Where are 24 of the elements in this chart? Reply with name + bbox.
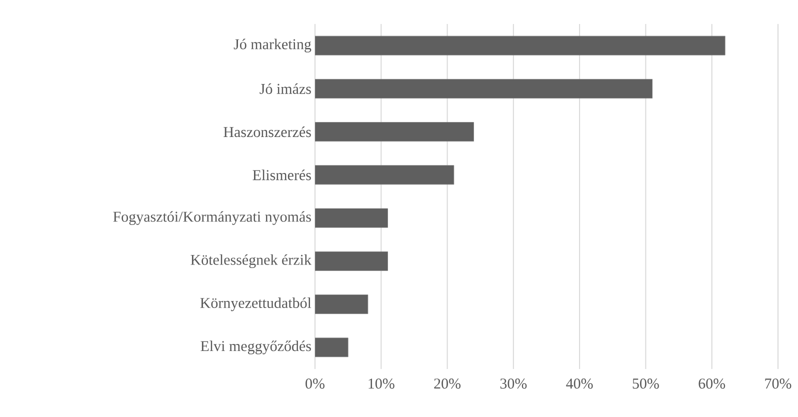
y-tick-label: Elismerés	[252, 170, 311, 180]
y-tick-label: Környezettudatból	[200, 297, 312, 312]
y-tick-label: Jó marketing	[234, 38, 312, 52]
x-tick-label: 60%	[698, 378, 726, 389]
y-tick-label: Elvi meggyőződés	[200, 340, 311, 354]
bar	[315, 36, 726, 56]
y-tick-label: Fogyasztói/Kormányzati nyomás	[113, 211, 311, 225]
bar	[315, 165, 454, 185]
bar	[315, 251, 388, 271]
x-tick-label: 10%	[368, 378, 394, 389]
y-tick-label: Haszonszerzés	[224, 126, 311, 138]
x-tick-label: 20%	[434, 378, 461, 389]
x-tick-label: 50%	[632, 378, 659, 389]
x-tick-label: 30%	[500, 378, 527, 389]
bar	[315, 78, 653, 98]
x-tick-label: 40%	[566, 378, 593, 389]
bar	[315, 208, 388, 228]
x-tick-label: 0%	[306, 378, 324, 389]
bar	[315, 338, 348, 358]
y-tick-label: Jó imázs	[260, 83, 311, 94]
bar	[315, 294, 368, 314]
bar	[315, 122, 474, 142]
x-tick-label: 70%	[765, 378, 792, 389]
y-tick-label: Kötelességnek érzik	[190, 254, 312, 268]
